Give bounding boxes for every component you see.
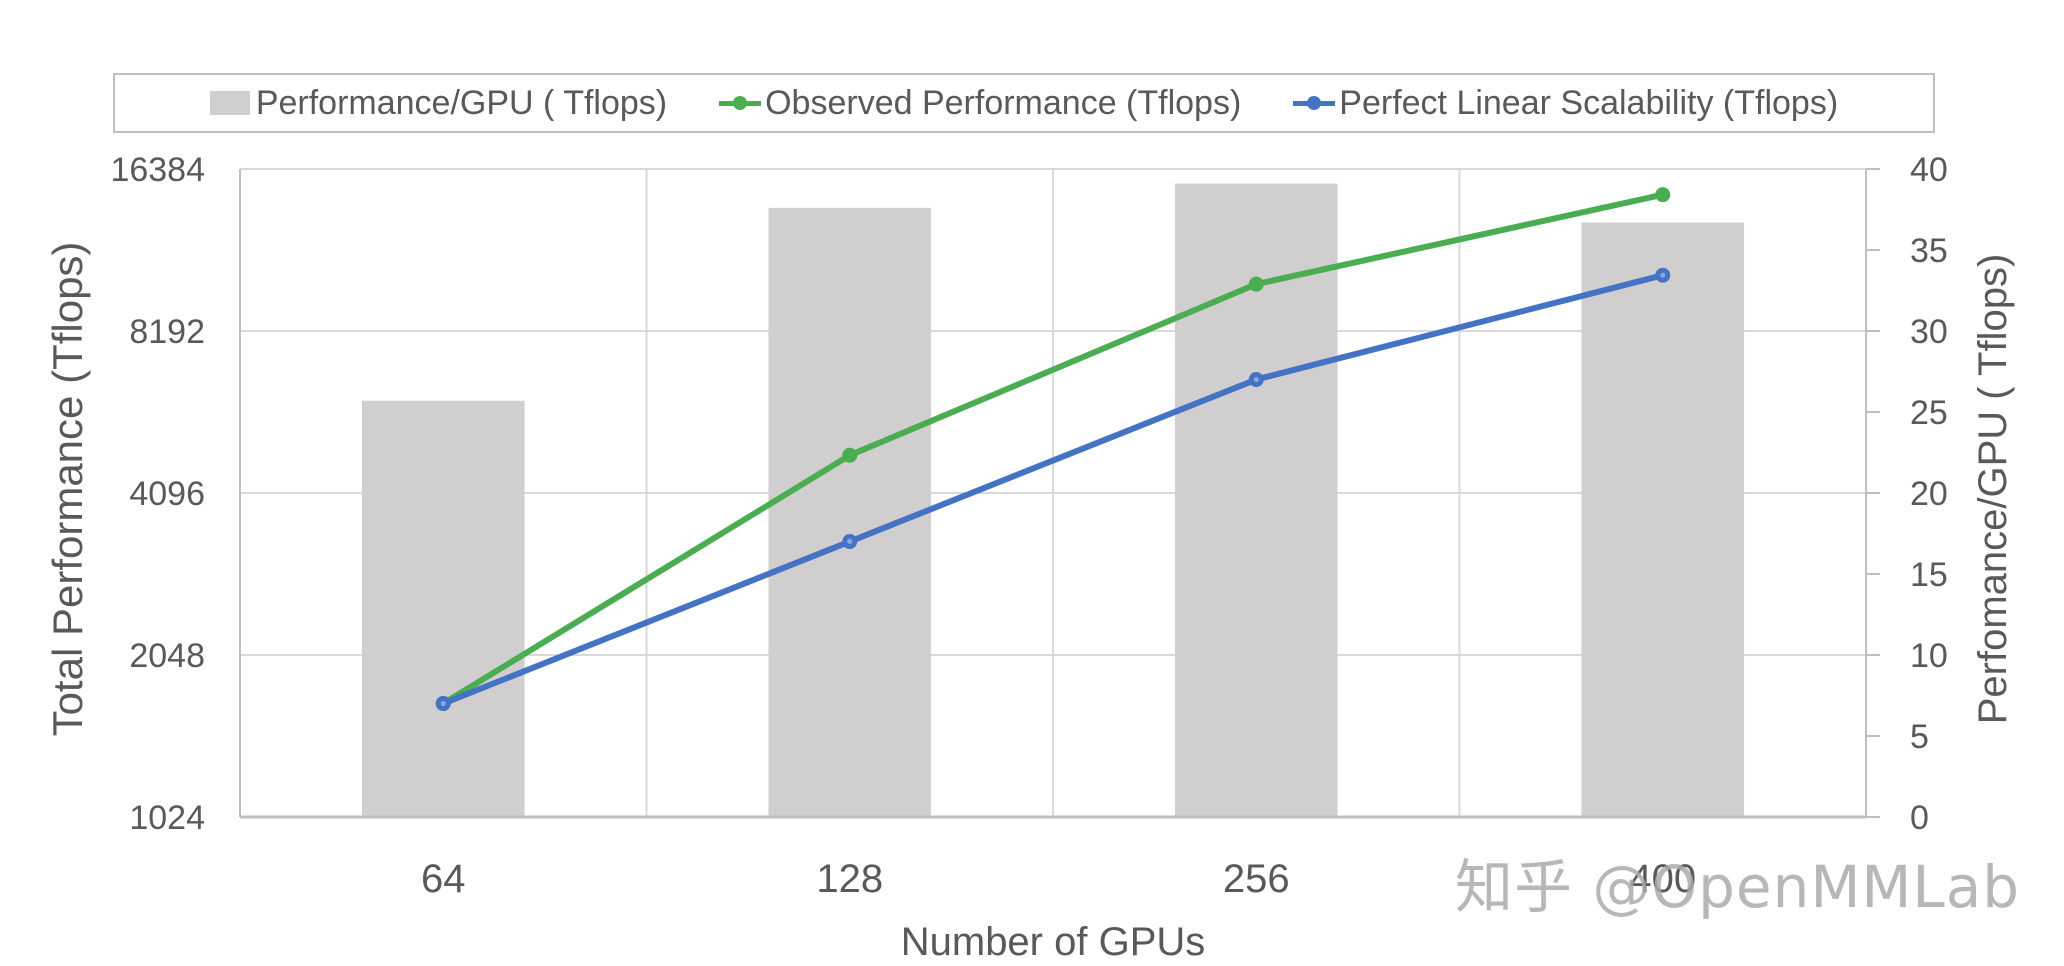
legend-label: Perfect Linear Scalability (Tflops): [1339, 83, 1839, 122]
bar-series: [361, 183, 1745, 817]
right-tick-label: 30: [1910, 313, 1948, 351]
data-point-center: [440, 701, 446, 707]
x-tick-label: 400: [1629, 857, 1696, 901]
right-axis-title: Perfomance/GPU ( Tflops): [1971, 254, 2015, 725]
line-marker-swatch-icon: [719, 91, 762, 115]
right-tick-label: 15: [1910, 556, 1948, 594]
x-axis-title: Number of GPUs: [901, 920, 1206, 964]
x-tick-label: 64: [421, 857, 466, 901]
data-point-center: [1253, 377, 1259, 383]
x-tick-label: 128: [816, 857, 883, 901]
data-point-center: [1660, 272, 1666, 278]
chart-legend: Performance/GPU ( Tflops) Observed Perfo…: [113, 73, 1935, 133]
axis-labels: 16384 8192 4096 2048 1024 40 35 30 25 20 15 10 5 0 64 1…: [44, 151, 2015, 964]
legend-item-performance-per-gpu: Performance/GPU ( Tflops): [209, 83, 668, 123]
right-tick-label: 0: [1910, 799, 1929, 837]
bar-swatch-icon: [209, 91, 250, 115]
data-point-marker: [842, 447, 858, 463]
axes: [239, 168, 1880, 819]
bar: [361, 400, 525, 817]
legend-item-observed-performance: Observed Performance (Tflops): [719, 84, 1241, 123]
data-line: [441, 191, 1664, 707]
left-tick-label: 16384: [110, 151, 205, 189]
data-point-marker: [1655, 187, 1671, 203]
left-tick-label: 8192: [129, 313, 205, 351]
left-tick-label: 1024: [129, 799, 205, 837]
data-point-center: [847, 539, 853, 545]
right-tick-label: 35: [1910, 232, 1948, 270]
right-tick-label: 10: [1910, 637, 1948, 675]
line-marker-swatch-icon: [1293, 91, 1336, 115]
legend-item-perfect-linear: Perfect Linear Scalability (Tflops): [1293, 84, 1838, 123]
bar: [768, 207, 932, 817]
right-tick-label: 40: [1910, 151, 1948, 189]
watermark: 知乎 @OpenMMLab: [1455, 853, 2021, 921]
right-tick-label: 25: [1910, 394, 1948, 432]
bar: [1581, 222, 1745, 817]
left-tick-label: 2048: [129, 637, 205, 675]
data-line: [442, 272, 1664, 707]
legend-label: Observed Performance (Tflops): [765, 83, 1242, 122]
legend-label: Performance/GPU ( Tflops): [255, 83, 668, 122]
left-tick-label: 4096: [129, 475, 205, 513]
left-axis-title: Total Performance (Tflops): [44, 242, 91, 737]
data-point-marker: [1248, 276, 1264, 292]
right-tick-label: 20: [1910, 475, 1948, 513]
right-tick-label: 5: [1910, 718, 1929, 756]
x-tick-label: 256: [1223, 857, 1290, 901]
line-series: [435, 187, 1671, 712]
